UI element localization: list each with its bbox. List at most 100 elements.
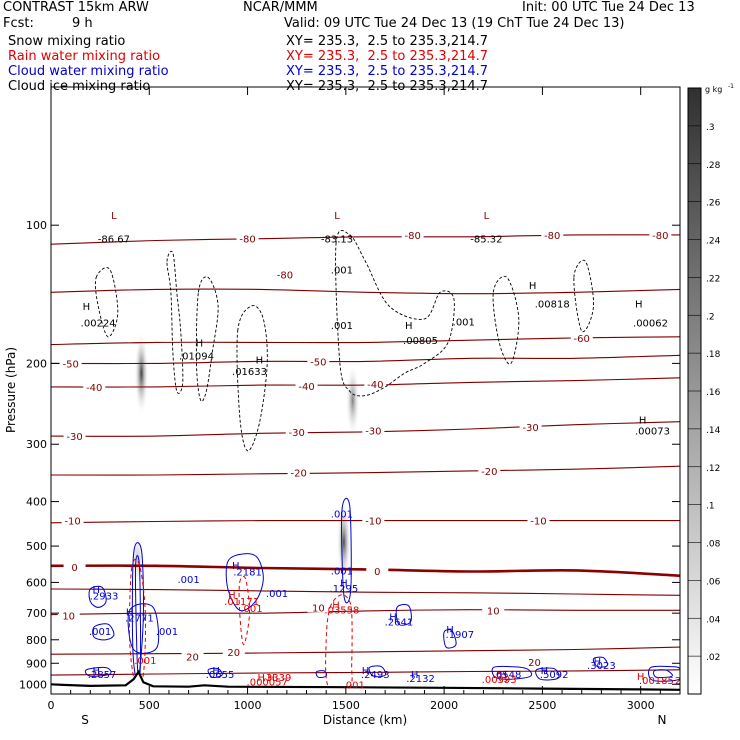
isotherm-label-bg bbox=[570, 331, 593, 343]
colorbar-tick-label: .02 bbox=[706, 653, 720, 663]
contour-annotation: H bbox=[340, 578, 348, 589]
contour-annotation: H bbox=[126, 608, 134, 619]
isotherm-label: -80 bbox=[544, 231, 560, 242]
isotherm-label-bg bbox=[519, 420, 542, 432]
cloud-ice-contour bbox=[195, 276, 219, 402]
colorbar-tick-label: .2 bbox=[706, 312, 715, 322]
y-tick-label: 700 bbox=[26, 607, 47, 620]
cloud-water-contour bbox=[207, 667, 223, 678]
annotation-layer: L-86.67L-83.13L-85.32H.00224.001.001H.01… bbox=[81, 211, 681, 691]
x-end-label-left: S bbox=[81, 713, 89, 727]
isotherm-label-bg bbox=[63, 561, 86, 573]
field-xy-snow: XY= 235.3, 2.5 to 235.3,214.7 bbox=[286, 34, 489, 49]
isotherm-label-bg bbox=[222, 645, 245, 657]
contour-annotation: .001 bbox=[89, 627, 111, 638]
contour-annotation: .2181 bbox=[233, 567, 262, 578]
plot-header: CONTRAST 15km ARW NCAR/MMM Init: 00 UTC … bbox=[0, 0, 740, 100]
isotherm-label-bg bbox=[649, 228, 672, 240]
colorbar: .02 .04 .06 .08 .1 .12 .14 .16 .18 .2 .22 .24 .26 .28… bbox=[687, 83, 734, 695]
isotherm-label-bg bbox=[83, 380, 106, 392]
colorbar-tick-label: .3 bbox=[706, 123, 715, 133]
contour-annotation: .2933 bbox=[90, 591, 119, 602]
snow-shading-layer bbox=[130, 330, 360, 589]
isotherm-label-bg bbox=[366, 564, 389, 576]
cloud-water-contour bbox=[368, 665, 387, 678]
isotherm-label: -80 bbox=[405, 231, 421, 242]
colorbar-tick-label: .04 bbox=[706, 615, 721, 625]
cloud-ice-layer bbox=[94, 229, 594, 452]
contour-annotation: L bbox=[111, 211, 117, 222]
isotherm-label-bg bbox=[523, 656, 546, 668]
isotherm-line bbox=[51, 465, 680, 476]
field-name-snow: Snow mixing ratio bbox=[8, 34, 126, 49]
y-axis-label: Pressure (hPa) bbox=[4, 347, 18, 433]
institution-label: NCAR/MMM bbox=[243, 0, 318, 15]
isotherm-label-bg bbox=[364, 378, 387, 390]
cloud-ice-contour bbox=[94, 267, 119, 338]
isotherm-label: -30 bbox=[289, 428, 305, 439]
snow-shade-blob bbox=[345, 363, 360, 438]
contour-annotation: H bbox=[529, 281, 537, 292]
field-name-rain: Rain water mixing ratio bbox=[8, 49, 161, 64]
cloud-water-contour bbox=[592, 656, 609, 668]
rain-water-contour bbox=[496, 672, 508, 683]
isotherm-label: -40 bbox=[367, 380, 383, 391]
colorbar-tick-label: .16 bbox=[706, 388, 721, 398]
contour-annotation: .00393 bbox=[482, 675, 517, 686]
cloud-ice-contour bbox=[236, 305, 268, 452]
isotherm-label: -10 bbox=[530, 517, 546, 528]
isotherm-label-bg bbox=[287, 466, 310, 478]
x-tick-label: 3000 bbox=[627, 699, 655, 712]
y-tick-label: 100 bbox=[26, 219, 47, 232]
isotherm-label: -30 bbox=[365, 426, 381, 437]
valid-time: Valid: 09 UTC Tue 24 Dec 13 (19 ChT Tue … bbox=[284, 16, 625, 31]
isotherm-label-bg bbox=[295, 379, 318, 391]
snow-shade-blob bbox=[134, 330, 149, 416]
isotherm-label: 0 bbox=[71, 563, 77, 574]
rain-water-contour bbox=[128, 558, 147, 688]
contour-annotation: .5092 bbox=[540, 670, 569, 681]
snow-shade-blob bbox=[336, 501, 351, 583]
contour-annotation: .03558 bbox=[324, 606, 359, 617]
isotherm-label-bg bbox=[57, 609, 80, 621]
rain-water-contour bbox=[325, 594, 353, 692]
cloud-water-layer bbox=[84, 497, 680, 682]
contour-annotation: .001 bbox=[331, 566, 353, 577]
isotherm-label: -80 bbox=[652, 231, 668, 242]
contour-annotation: -86.67 bbox=[98, 235, 130, 246]
contour-annotation: H bbox=[446, 625, 454, 636]
y-tick-label: 500 bbox=[26, 540, 47, 553]
contour-annotation: H bbox=[92, 666, 100, 677]
isotherm-label-bg bbox=[541, 228, 564, 240]
contour-annotation: .2641 bbox=[385, 618, 414, 629]
isotherm-label: 20 bbox=[528, 658, 541, 669]
cloud-water-contour bbox=[443, 629, 457, 649]
axes-layer: 0 500 1000 1500 2000 2500 30001002003004005006… bbox=[19, 87, 681, 712]
contour-annotation: .00224 bbox=[81, 319, 116, 330]
isotherm-label-bg bbox=[61, 514, 84, 526]
isotherm-label-bg bbox=[63, 430, 86, 442]
isotherm-label: -80 bbox=[277, 270, 293, 281]
isotherm-label-bg bbox=[478, 464, 501, 476]
x-tick-label: 1000 bbox=[234, 699, 262, 712]
isotherm-label: -40 bbox=[86, 383, 102, 394]
contour-annotation: H bbox=[362, 666, 370, 677]
contour-annotation: .01094 bbox=[179, 351, 214, 362]
contour-annotation: 2 bbox=[675, 676, 681, 687]
isotherm-line bbox=[51, 234, 680, 245]
cloud-ice-contour bbox=[492, 275, 520, 365]
isotherm-label: -80 bbox=[239, 235, 255, 246]
contour-annotation: .001 bbox=[266, 589, 288, 600]
x-tick-label: 1500 bbox=[332, 699, 360, 712]
isotherm-label: -10 bbox=[365, 517, 381, 528]
isotherm-line bbox=[51, 588, 680, 596]
contour-annotation: .00805 bbox=[403, 336, 438, 347]
contour-annotation: .001 bbox=[240, 604, 262, 615]
cloud-water-contour bbox=[648, 665, 680, 682]
contour-annotation: .000057 bbox=[247, 677, 288, 688]
isotherm-label-bg bbox=[307, 601, 330, 613]
contour-annotation: H bbox=[212, 666, 220, 677]
y-tick-label: 300 bbox=[26, 438, 47, 451]
isotherm-label-bg bbox=[527, 514, 550, 526]
y-tick-label: 600 bbox=[26, 576, 47, 589]
